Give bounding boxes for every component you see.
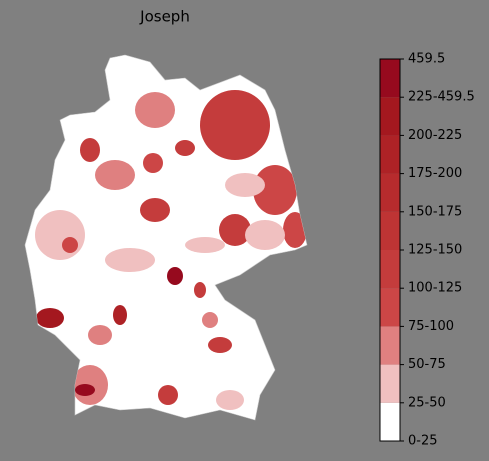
region [202,312,218,328]
colorbar-label: 459.5 [408,52,445,67]
region [167,267,183,285]
colorbar-bin [380,59,400,98]
region [140,198,170,222]
colorbar-bin [380,250,400,289]
colorbar-bin [380,97,400,136]
region [194,282,206,298]
colorbar-label: 75-100 [408,319,454,334]
region [88,325,112,345]
colorbar-label: 125-150 [408,243,462,258]
region [253,165,297,215]
map-title: Joseph [139,8,190,26]
region [143,153,163,173]
germany-map [24,54,308,421]
region [283,212,307,248]
colorbar-bin [380,135,400,174]
region [62,237,78,253]
region [225,173,265,197]
region [75,384,95,396]
colorbar-label: 50-75 [408,357,446,372]
colorbar-label: 175-200 [408,166,462,181]
colorbar: 0-25 25-50 50-75 75-100 100-125 125-150 150-17… [379,52,475,449]
colorbar-bin [380,326,400,365]
colorbar-bin [380,288,400,327]
colorbar-label: 225-459.5 [408,90,475,105]
colorbar-bin [380,173,400,212]
region [208,337,232,353]
colorbar-label: 0-25 [408,434,438,449]
region [200,90,270,160]
region [135,92,175,128]
colorbar-bin [380,211,400,250]
region [175,140,195,156]
region [95,160,135,190]
region [216,390,244,410]
colorbar-label: 25-50 [408,395,446,410]
region [113,305,127,325]
region [105,248,155,272]
region [158,385,178,405]
regions [35,90,307,410]
colorbar-bin [380,402,400,441]
colorbar-bin [380,364,400,403]
colorbar-label: 100-125 [408,281,462,296]
region [245,220,285,250]
colorbar-label: 150-175 [408,204,462,219]
region [185,237,225,253]
region [35,210,85,260]
colorbar-label: 200-225 [408,128,462,143]
region [36,308,64,328]
region [219,214,251,246]
region [80,138,100,162]
